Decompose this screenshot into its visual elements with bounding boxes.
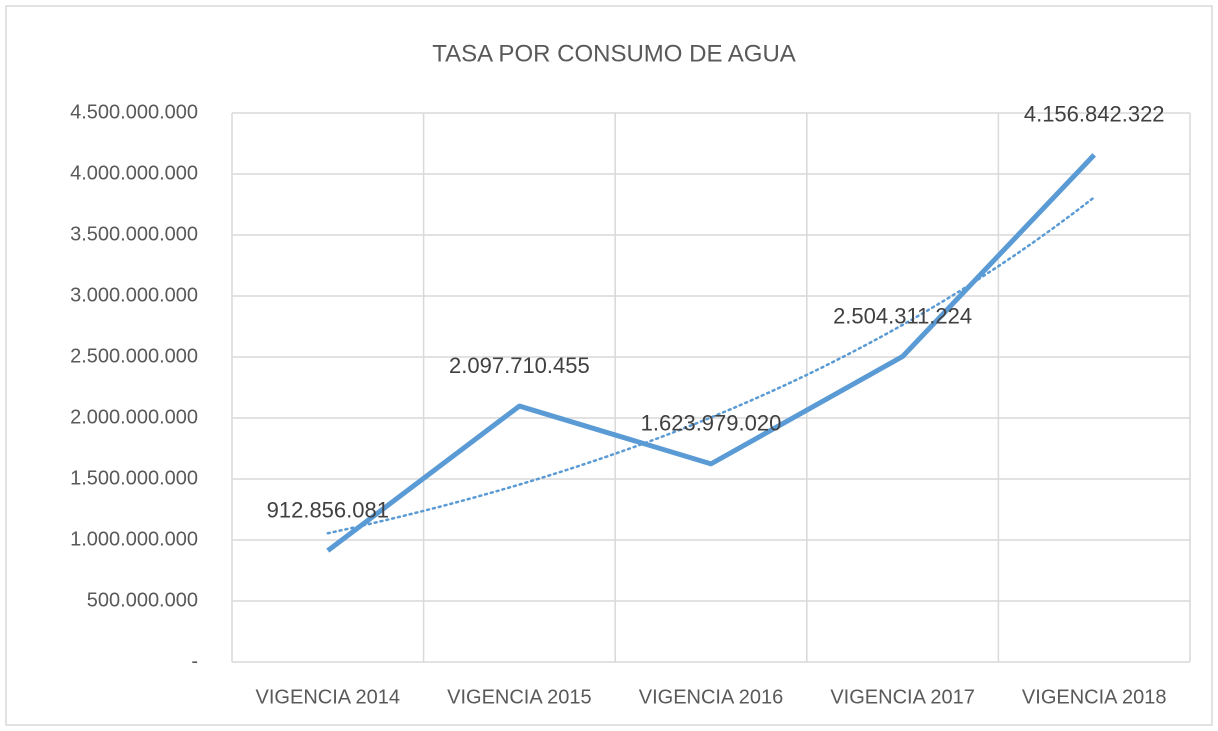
data-label: 2.504.311.224 [833, 303, 972, 328]
data-label: 4.156.842.322 [1024, 102, 1165, 127]
y-tick-label: 4.000.000.000 [70, 162, 198, 184]
y-tick-label: - [191, 650, 198, 672]
data-line [326, 153, 1097, 553]
data-label: 912.856.081 [267, 497, 389, 522]
y-tick-label: 3.000.000.000 [70, 284, 198, 306]
y-tick-label: 500.000.000 [87, 589, 198, 611]
y-tick-label: 3.500.000.000 [70, 223, 198, 245]
y-tick-label: 2.000.000.000 [70, 406, 198, 428]
data-label: 1.623.979.020 [641, 411, 782, 436]
chart-border [5, 5, 1213, 726]
x-tick-label: VIGENCIA 2018 [1022, 686, 1167, 708]
data-label: 2.097.710.455 [449, 353, 590, 378]
x-tick-label: VIGENCIA 2015 [447, 686, 592, 708]
y-tick-label: 4.500.000.000 [70, 101, 198, 123]
x-tick-label: VIGENCIA 2017 [830, 686, 975, 708]
x-tick-label: VIGENCIA 2016 [639, 686, 784, 708]
trendline [326, 196, 1096, 535]
x-tick-label: VIGENCIA 2014 [256, 686, 401, 708]
y-tick-label: 1.500.000.000 [70, 467, 198, 489]
y-tick-label: 1.000.000.000 [70, 528, 198, 550]
y-tick-label: 2.500.000.000 [70, 345, 198, 367]
chart-title: TASA POR CONSUMO DE AGUA [432, 40, 796, 67]
